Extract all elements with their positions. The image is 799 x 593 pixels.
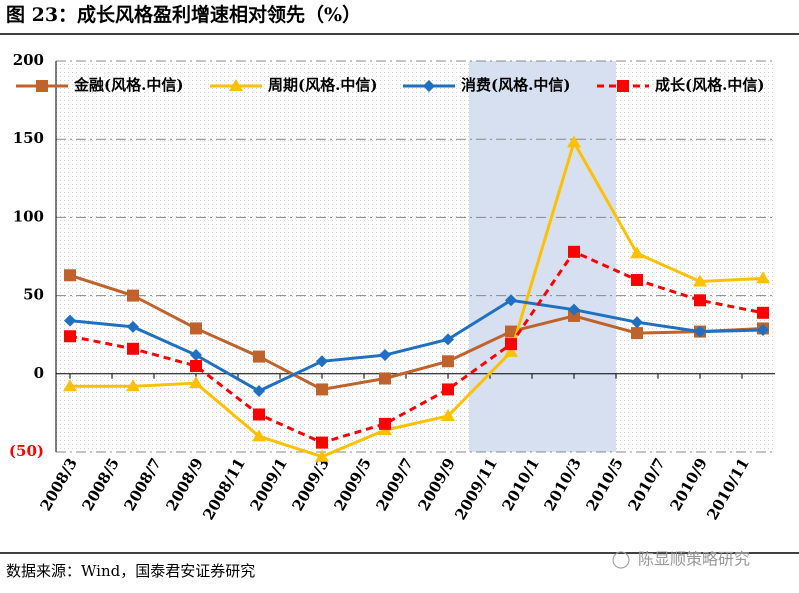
x-tick-label: 2008/3 [37, 455, 81, 514]
x-tick-label: 2008/11 [199, 455, 249, 523]
marker [64, 314, 76, 327]
x-tick-label: 2009/1 [247, 455, 291, 514]
legend-marker [229, 79, 243, 91]
watermark: 陈显顺策略研究 [638, 550, 750, 569]
legend-marker [423, 80, 435, 92]
series-line [69, 273, 764, 392]
marker [253, 385, 265, 398]
highlight-band [469, 61, 616, 452]
marker [252, 429, 266, 442]
marker [693, 274, 707, 287]
y-tick-label: 50 [23, 286, 44, 304]
marker [757, 306, 769, 319]
marker [316, 383, 328, 396]
marker [379, 372, 391, 385]
marker [631, 327, 643, 340]
marker [442, 383, 454, 396]
series-line [70, 138, 764, 459]
marker [190, 349, 202, 362]
x-tick-label: 2010/1 [499, 455, 543, 514]
legend-label: 金融(风格.中信) [73, 76, 183, 94]
y-tick-label: 100 [13, 207, 44, 225]
x-tick-label: 2010/3 [541, 455, 585, 514]
legend-label: 消费(风格.中信) [461, 76, 570, 94]
marker [126, 379, 140, 392]
marker [505, 338, 517, 351]
marker [442, 355, 454, 368]
marker [190, 359, 202, 372]
marker [63, 379, 77, 392]
marker [127, 342, 139, 355]
x-tick-label: 2009/3 [289, 455, 333, 514]
marker [568, 309, 580, 322]
y-tick-label: 150 [13, 129, 44, 147]
y-tick-label: 0 [34, 364, 44, 382]
x-tick-label: 2009/11 [451, 455, 501, 523]
x-tick-label: 2010/9 [667, 455, 711, 514]
marker [756, 271, 770, 284]
chart-title: 图 23：成长风格盈利增速相对领先（%） [6, 3, 361, 26]
x-tick-label: 2010/5 [583, 455, 627, 514]
marker [127, 320, 139, 333]
marker [316, 436, 328, 449]
marker [631, 316, 643, 329]
marker [127, 289, 139, 302]
marker [694, 325, 706, 338]
marker [253, 408, 265, 421]
x-tick-label: 2010/7 [625, 455, 669, 514]
series-line [69, 249, 764, 445]
marker [757, 324, 769, 337]
plot-area [56, 61, 775, 452]
marker [441, 409, 455, 422]
marker [568, 245, 580, 258]
legend-marker [36, 80, 48, 92]
marker [190, 322, 202, 335]
legend-label: 成长(风格.中信) [655, 76, 764, 94]
x-tick-label: 2009/5 [331, 455, 375, 514]
marker [379, 417, 391, 430]
marker [630, 246, 644, 259]
x-tick-label: 2009/7 [373, 455, 417, 514]
series-line [69, 298, 764, 393]
x-tick-label: 2008/5 [79, 455, 123, 514]
x-tick-label: 2009/9 [415, 455, 459, 514]
marker [631, 273, 643, 286]
marker [442, 333, 454, 346]
marker [64, 330, 76, 343]
y-tick-label: 200 [13, 51, 44, 69]
marker [568, 303, 580, 316]
marker [694, 294, 706, 307]
x-tick-label: 2008/9 [163, 455, 207, 514]
source: 数据来源：Wind，国泰君安证券研究 [6, 562, 255, 580]
marker [505, 325, 517, 338]
marker [567, 135, 581, 148]
marker [379, 349, 391, 362]
marker [504, 344, 518, 357]
marker [253, 350, 265, 363]
legend-label: 周期(风格.中信) [268, 76, 377, 94]
y-tick-label: (50) [9, 442, 44, 460]
x-tick-label: 2008/7 [121, 455, 165, 514]
legend-marker [617, 80, 629, 92]
x-tick-label: 2010/11 [703, 455, 753, 523]
watermark-icon [612, 551, 630, 569]
marker [189, 376, 203, 389]
marker [316, 355, 328, 368]
marker [505, 294, 517, 307]
marker [64, 269, 76, 282]
marker [315, 449, 329, 462]
